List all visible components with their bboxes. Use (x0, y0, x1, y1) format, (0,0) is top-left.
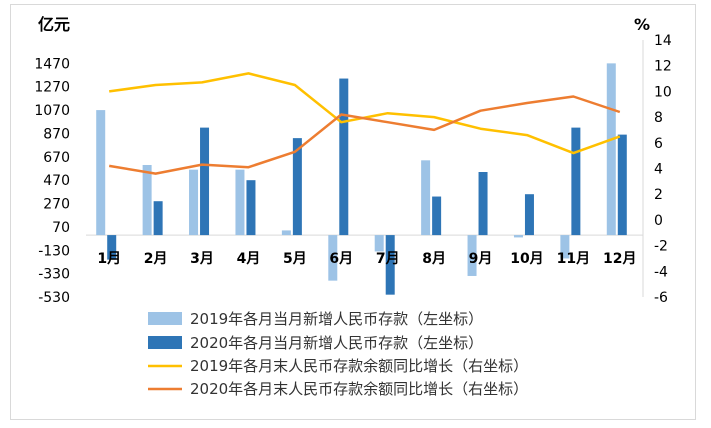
left-tick-label-2: 1070 (34, 103, 70, 119)
legend-2019-line: 2019年各月末人民币存款余额同比增长（右坐标） (190, 357, 528, 375)
left-tick-label-4: 670 (43, 150, 70, 166)
bar-2019-8 (421, 160, 431, 236)
category-label-12: 12月 (603, 251, 636, 267)
bar-2020-1 (107, 235, 117, 260)
left-tick-label-6: 270 (43, 197, 70, 213)
bar-2020-8 (432, 196, 442, 236)
right-tick-label-3: 8 (654, 110, 663, 126)
bar-2019-9 (467, 235, 477, 276)
bar-2020-4 (246, 180, 256, 236)
left-tick-label-8: -130 (38, 243, 70, 259)
legend-2020-line: 2020年各月末人民币存款余额同比增长（右坐标） (190, 380, 528, 398)
legend-swatch-2019-bar (148, 312, 182, 325)
right-tick-label-6: 2 (654, 187, 663, 203)
right-tick-label-2: 10 (654, 84, 672, 100)
right-tick-label-8: -2 (654, 239, 668, 255)
left-tick-label-1: 1270 (34, 80, 70, 96)
right-tick-label-0: 14 (654, 33, 672, 49)
legend-swatch-2020-bar (148, 336, 182, 349)
right-tick-label-9: -4 (654, 264, 668, 280)
bar-2019-7 (374, 235, 384, 252)
left-axis-unit: 亿元 (38, 15, 70, 34)
left-tick-label-5: 470 (43, 173, 70, 189)
bar-2020-11 (571, 127, 581, 236)
category-label-10: 10月 (510, 251, 543, 267)
chart-frame (10, 4, 696, 420)
left-tick-label-10: -530 (38, 290, 70, 306)
bar-2020-7 (385, 235, 395, 295)
right-tick-label-1: 12 (654, 59, 672, 75)
category-label-3: 3月 (190, 251, 214, 267)
left-tick-label-7: 70 (52, 220, 70, 236)
category-label-6: 6月 (329, 251, 353, 267)
category-label-1: 1月 (97, 251, 121, 267)
right-tick-label-4: 6 (654, 136, 663, 152)
category-label-4: 4月 (237, 251, 261, 267)
category-label-5: 5月 (283, 251, 307, 267)
right-tick-label-5: 4 (654, 162, 663, 178)
bar-2019-12 (606, 63, 616, 236)
bar-2019-11 (560, 235, 570, 259)
bar-2020-3 (200, 127, 210, 236)
left-tick-label-3: 870 (43, 126, 70, 142)
bar-2020-10 (524, 194, 534, 236)
bar-2019-2 (142, 164, 152, 236)
right-tick-label-7: 0 (654, 213, 663, 229)
bars (96, 63, 627, 295)
bar-2020-5 (292, 138, 302, 236)
left-tick-label-9: -330 (38, 267, 70, 283)
legend: 2019年各月当月新增人民币存款（左坐标） 2020年各月当月新增人民币存款（左… (148, 310, 528, 398)
category-label-2: 2月 (144, 251, 168, 267)
bar-2019-6 (328, 235, 338, 281)
line-2020 (108, 95, 621, 175)
right-tick-label-10: -6 (654, 290, 668, 306)
left-axis-ticks: 1470 1270 1070 870 670 470 270 70 -130 -330 -530 (34, 56, 70, 306)
legend-2019-bar: 2019年各月当月新增人民币存款（左坐标） (190, 310, 483, 328)
bar-2019-1 (96, 110, 106, 236)
category-label-9: 9月 (469, 251, 493, 267)
legend-2020-bar: 2020年各月当月新增人民币存款（左坐标） (190, 334, 483, 352)
category-label-7: 7月 (376, 251, 400, 267)
bar-2020-9 (478, 172, 488, 236)
line-2019 (109, 72, 621, 155)
bar-2019-4 (235, 169, 245, 236)
lines (108, 72, 621, 175)
category-label-8: 8月 (422, 251, 446, 267)
bar-2020-12 (617, 134, 627, 236)
right-axis-ticks: 14 12 10 8 6 4 2 0 -2 -4 -6 (654, 33, 672, 306)
category-label-11: 11月 (557, 251, 590, 267)
left-tick-label-0: 1470 (34, 56, 70, 72)
bar-2020-2 (153, 201, 163, 236)
bar-2019-10 (513, 235, 523, 238)
bar-2019-3 (189, 169, 199, 236)
bar-2020-6 (339, 78, 349, 236)
category-labels: 1月 2月 3月 4月 5月 6月 7月 8月 9月 10月 11月 12月 (97, 251, 636, 267)
right-axis-unit: % (634, 15, 650, 34)
bar-2019-5 (281, 230, 291, 236)
